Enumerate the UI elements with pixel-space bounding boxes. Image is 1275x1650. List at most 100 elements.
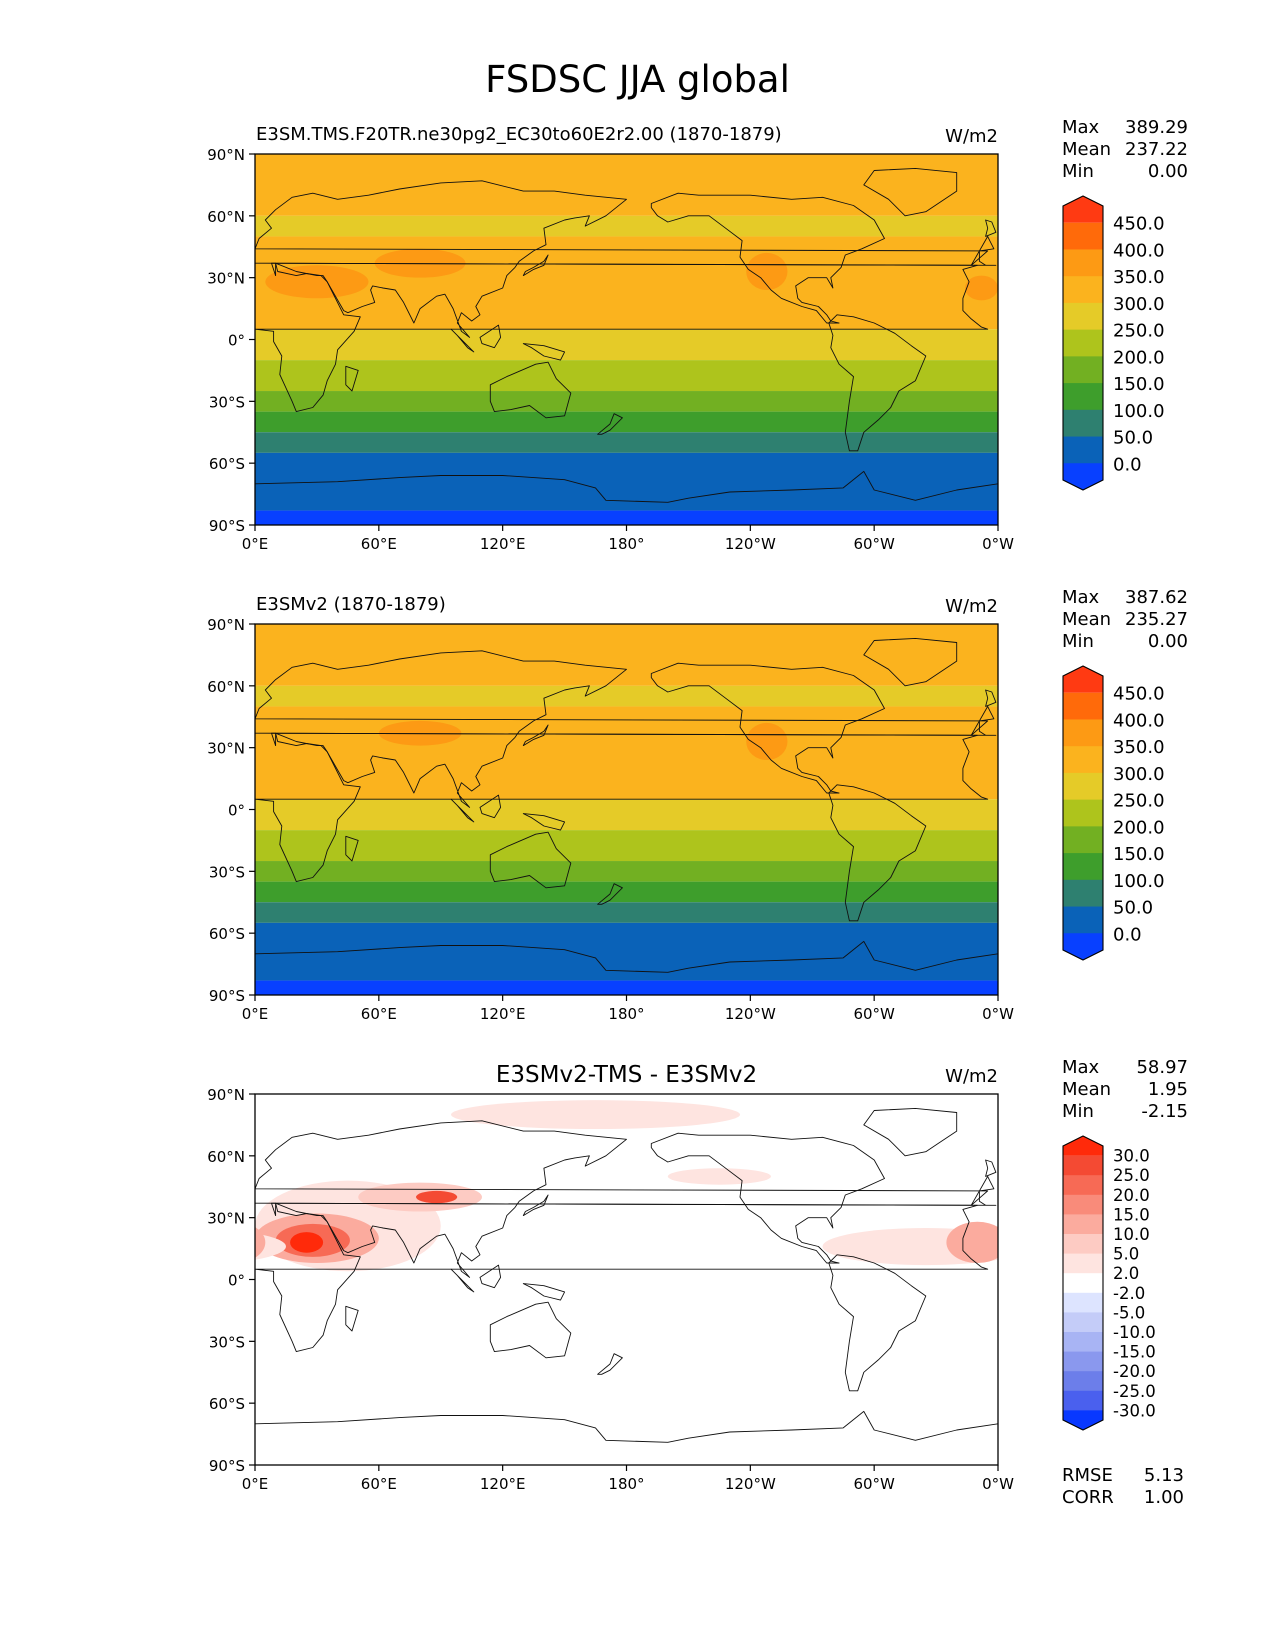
x-tick-label: 180°: [608, 1005, 644, 1023]
stat-label: CORR: [1062, 1487, 1114, 1508]
y-tick-label: 90°N: [207, 146, 245, 164]
colorbar-tick-label: 0.0: [1113, 454, 1142, 475]
x-tick-label: 180°: [608, 535, 644, 553]
x-tick-label: 120°E: [480, 535, 526, 553]
colorbar-tick-label: 250.0: [1113, 321, 1165, 342]
coastline: [828, 1254, 927, 1392]
y-tick-label: 30°N: [207, 1210, 245, 1228]
coastline: [522, 1194, 549, 1217]
panel-1: 0°E 60°E 120°E 180° 120°W 60°W 0°W 90°N 60°N 30°N…: [207, 117, 1188, 553]
coastline: [255, 732, 989, 883]
colorbar-segment: [1063, 1273, 1103, 1294]
stat-label: Mean: [1062, 1079, 1111, 1100]
colorbar-segment: [1063, 799, 1103, 827]
lat-band: [255, 922, 998, 981]
colorbar-segment: [1063, 826, 1103, 854]
stat-label: RMSE: [1062, 1465, 1113, 1486]
stat-label: Min: [1062, 631, 1094, 652]
coastline: [255, 180, 997, 338]
field-blob: [265, 265, 369, 299]
colorbar-outline: [1062, 195, 1104, 491]
x-tick-label: 120°E: [480, 1005, 526, 1023]
colorbar: 30.025.020.015.010.05.02.0-2.0-5.0-10.0-…: [1062, 1135, 1156, 1431]
colorbar-tick-label: 150.0: [1113, 844, 1165, 865]
colorbar-tick-label: 50.0: [1113, 898, 1153, 919]
colorbar: 450.0 400.0 350.0 300.0 250.0 200.0 150.0 100.0…: [1062, 195, 1165, 491]
colorbar-tick-label: 450.0: [1113, 214, 1165, 235]
colorbar-segment: [1063, 356, 1103, 384]
colorbar-tick-label: 200.0: [1113, 817, 1165, 838]
colorbar-tick-label: 50.0: [1113, 428, 1153, 449]
field-blob: [746, 252, 788, 291]
colorbar-segment: [1063, 746, 1103, 774]
y-tick-label: 30°S: [209, 863, 245, 881]
colorbar-segment: [1063, 853, 1103, 881]
map-area: [255, 1094, 998, 1465]
coastline: [255, 470, 998, 525]
colorbar-segment: [1063, 666, 1103, 693]
y-tick-label: 30°S: [209, 393, 245, 411]
colorbar-tick-label: -15.0: [1113, 1343, 1156, 1362]
x-tick-label: 0°W: [982, 1005, 1014, 1023]
colorbar-segment: [1063, 463, 1103, 490]
field-blob: [746, 722, 788, 761]
y-tick-label: 60°S: [209, 925, 245, 943]
colorbar-segment: [1063, 302, 1103, 331]
lat-band: [255, 1094, 998, 1465]
colorbar-tick-label: 400.0: [1113, 710, 1165, 731]
coastline: [345, 1305, 359, 1332]
y-tick-label: 60°N: [207, 1148, 245, 1166]
coastline: [522, 813, 566, 831]
x-tick-label: 120°W: [725, 535, 776, 553]
lat-band: [255, 391, 998, 412]
y-tick-label: 60°N: [207, 678, 245, 696]
colorbar-tick-label: 200.0: [1113, 347, 1165, 368]
colorbar-segment: [1063, 383, 1103, 411]
colorbar-segment: [1063, 196, 1103, 223]
y-tick-label: 30°N: [207, 740, 245, 758]
colorbar-segment: [1063, 1292, 1103, 1313]
x-tick-label: 0°W: [982, 1475, 1014, 1493]
x-tick-label: 0°W: [982, 535, 1014, 553]
colorbar-segment: [1063, 906, 1103, 934]
colorbar-tick-label: 250.0: [1113, 791, 1165, 812]
coastline: [255, 940, 998, 995]
coastline: [650, 192, 885, 324]
colorbar-segment: [1063, 1312, 1103, 1333]
stat-label: Max: [1062, 1057, 1100, 1078]
lat-band: [255, 830, 998, 862]
y-tick-label: 30°S: [209, 1333, 245, 1351]
y-tick-label: 0°: [228, 1272, 245, 1290]
coastline: [479, 794, 502, 819]
stat-value: 235.27: [1125, 609, 1188, 630]
panel-subtitle: E3SMv2 (1870-1879): [256, 594, 446, 615]
coastline: [597, 1353, 623, 1375]
colorbar-segment: [1063, 933, 1103, 960]
lat-band: [255, 154, 998, 216]
stat-value: -2.15: [1141, 1101, 1188, 1122]
x-tick-label: 120°E: [480, 1475, 526, 1493]
colorbar-outline: [1062, 665, 1104, 961]
x-tick-label: 0°E: [242, 1005, 269, 1023]
colorbar-tick-label: 20.0: [1113, 1186, 1150, 1205]
lat-band: [255, 510, 998, 525]
coastline: [522, 343, 566, 361]
y-tick-label: 90°N: [207, 1086, 245, 1104]
colorbar-tick-label: 15.0: [1113, 1205, 1150, 1224]
y-tick-label: 90°N: [207, 616, 245, 634]
y-tick-label: 30°N: [207, 270, 245, 288]
colorbar-segment: [1063, 276, 1103, 304]
coastline: [489, 831, 572, 889]
panel-2: 0°E 60°E 120°E 180° 120°W 60°W 0°W 90°N 60°N 30°N…: [207, 587, 1188, 1023]
colorbar-segment: [1063, 1253, 1103, 1274]
colorbar-segment: [1063, 409, 1103, 438]
coastline: [522, 254, 549, 277]
coastline: [863, 167, 958, 217]
lat-band: [255, 432, 998, 453]
field-blob: [255, 1227, 266, 1258]
colorbar-tick-label: 0.0: [1113, 924, 1142, 945]
stat-label: Mean: [1062, 609, 1111, 630]
coastline: [522, 724, 549, 747]
colorbar-segment: [1063, 1332, 1103, 1353]
